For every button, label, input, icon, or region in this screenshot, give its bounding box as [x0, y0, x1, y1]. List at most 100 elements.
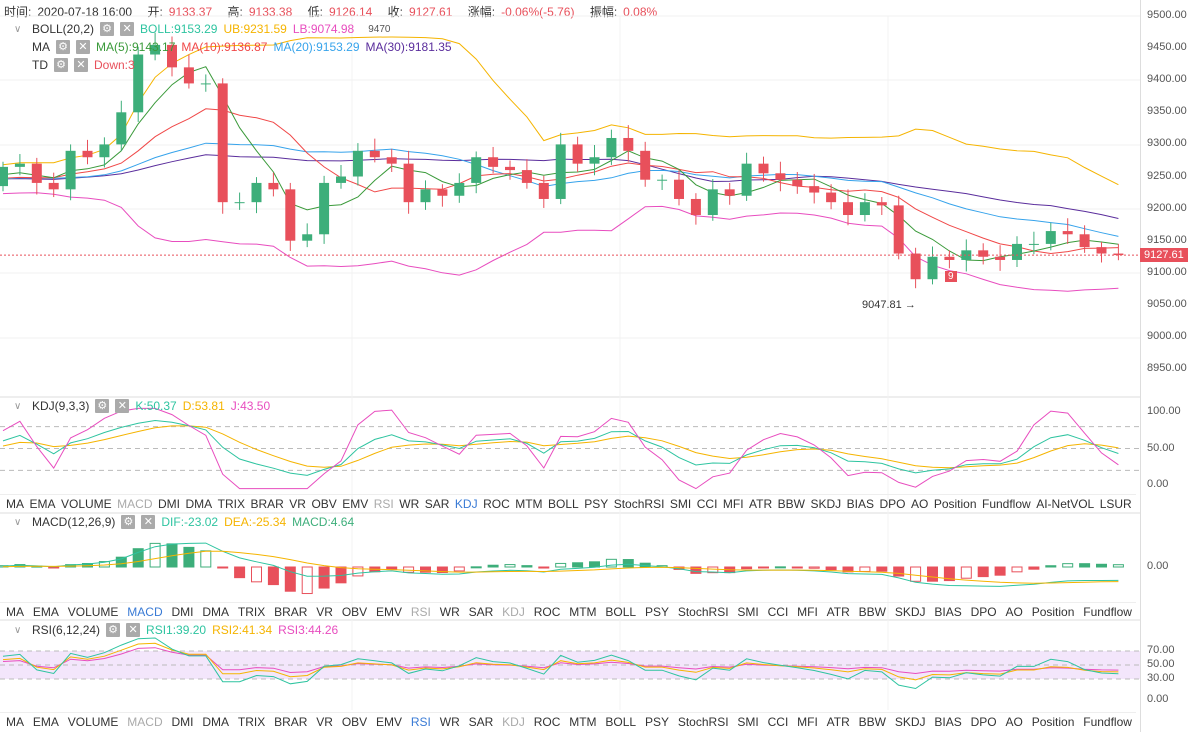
gear-icon[interactable]: ⚙: [54, 58, 68, 72]
tab-volume[interactable]: VOLUME: [67, 604, 119, 619]
tab-macd[interactable]: MACD: [127, 714, 163, 729]
tab-bbw[interactable]: BBW: [777, 496, 805, 511]
tab-dmi[interactable]: DMI: [171, 714, 194, 729]
tab-dpo[interactable]: DPO: [970, 714, 997, 729]
collapse-chevron-icon[interactable]: ∨: [14, 400, 22, 412]
tab-kdj[interactable]: KDJ: [502, 714, 525, 729]
tab-vr[interactable]: VR: [289, 496, 306, 511]
tab-mfi[interactable]: MFI: [797, 714, 818, 729]
tab-wr[interactable]: WR: [439, 714, 460, 729]
tab-rsi[interactable]: RSI: [410, 604, 431, 619]
tab-atr[interactable]: ATR: [749, 496, 773, 511]
tab-dma[interactable]: DMA: [185, 496, 213, 511]
tab-bias[interactable]: BIAS: [846, 496, 874, 511]
tab-brar[interactable]: BRAR: [250, 496, 284, 511]
tab-position[interactable]: Position: [1031, 604, 1075, 619]
tab-vr[interactable]: VR: [316, 714, 333, 729]
tab-brar[interactable]: BRAR: [274, 604, 308, 619]
tab-dpo[interactable]: DPO: [879, 496, 906, 511]
tab-skdj[interactable]: SKDJ: [894, 714, 926, 729]
tab-macd[interactable]: MACD: [117, 496, 153, 511]
tab-lsur[interactable]: LSUR: [1099, 496, 1132, 511]
tab-rsi[interactable]: RSI: [410, 714, 431, 729]
tab-mtm[interactable]: MTM: [569, 604, 597, 619]
tab-sar[interactable]: SAR: [424, 496, 450, 511]
close-icon[interactable]: ✕: [76, 40, 90, 54]
tab-cci[interactable]: CCI: [767, 604, 789, 619]
tab-boll[interactable]: BOLL: [605, 604, 637, 619]
tab-kdj[interactable]: KDJ: [454, 496, 478, 511]
tab-psy[interactable]: PSY: [644, 714, 669, 729]
tab-smi[interactable]: SMI: [737, 604, 759, 619]
gear-icon[interactable]: ⚙: [56, 40, 70, 54]
close-icon[interactable]: ✕: [126, 623, 141, 637]
tab-bbw[interactable]: BBW: [858, 604, 886, 619]
tab-boll[interactable]: BOLL: [605, 714, 637, 729]
tab-stochrsi[interactable]: StochRSI: [677, 604, 729, 619]
chart-canvas[interactable]: [0, 0, 1140, 732]
collapse-chevron-icon[interactable]: ∨: [14, 516, 22, 528]
tab-mtm[interactable]: MTM: [515, 496, 543, 511]
tab-cci[interactable]: CCI: [767, 714, 789, 729]
tab-psy[interactable]: PSY: [584, 496, 609, 511]
gear-icon[interactable]: ⚙: [121, 515, 136, 529]
tab-atr[interactable]: ATR: [826, 604, 850, 619]
tab-wr[interactable]: WR: [399, 496, 420, 511]
tab-trix[interactable]: TRIX: [237, 604, 266, 619]
tab-skdj[interactable]: SKDJ: [894, 604, 926, 619]
close-icon[interactable]: ✕: [141, 515, 156, 529]
tab-dmi[interactable]: DMI: [157, 496, 180, 511]
tab-bias[interactable]: BIAS: [934, 604, 962, 619]
tab-ema[interactable]: EMA: [32, 604, 59, 619]
tab-vr[interactable]: VR: [316, 604, 333, 619]
tab-position[interactable]: Position: [1031, 714, 1075, 729]
tab-trix[interactable]: TRIX: [237, 714, 266, 729]
tab-ma[interactable]: MA: [6, 714, 24, 729]
collapse-chevron-icon[interactable]: ∨: [14, 624, 22, 636]
tab-trix[interactable]: TRIX: [217, 496, 245, 511]
tab-sar[interactable]: SAR: [468, 604, 494, 619]
tab-boll[interactable]: BOLL: [548, 496, 579, 511]
tab-position[interactable]: Position: [933, 496, 977, 511]
tab-emv[interactable]: EMV: [342, 496, 369, 511]
collapse-chevron-icon[interactable]: ∨: [14, 23, 22, 35]
close-icon[interactable]: ✕: [120, 22, 135, 36]
tab-mtm[interactable]: MTM: [569, 714, 597, 729]
tab-ao[interactable]: AO: [910, 496, 929, 511]
tab-ai-netvol[interactable]: AI-NetVOL: [1036, 496, 1095, 511]
tab-volume[interactable]: VOLUME: [67, 714, 119, 729]
close-icon[interactable]: ✕: [74, 58, 88, 72]
tab-obv[interactable]: OBV: [341, 604, 368, 619]
gear-icon[interactable]: ⚙: [95, 399, 110, 413]
tab-bias[interactable]: BIAS: [934, 714, 962, 729]
tab-dpo[interactable]: DPO: [970, 604, 997, 619]
tab-obv[interactable]: OBV: [311, 496, 337, 511]
tab-smi[interactable]: SMI: [737, 714, 759, 729]
tab-atr[interactable]: ATR: [826, 714, 850, 729]
price-axis[interactable]: 9500.00 9450.00 9400.00 9350.00 9300.00 9250.…: [1140, 0, 1195, 732]
tab-roc[interactable]: ROC: [483, 496, 510, 511]
tab-ema[interactable]: EMA: [32, 714, 59, 729]
gear-icon[interactable]: ⚙: [106, 623, 121, 637]
tab-dma[interactable]: DMA: [202, 714, 230, 729]
tab-bbw[interactable]: BBW: [858, 714, 886, 729]
tab-roc[interactable]: ROC: [533, 604, 561, 619]
tab-dmi[interactable]: DMI: [171, 604, 194, 619]
tab-stochrsi[interactable]: StochRSI: [677, 714, 729, 729]
tab-ema[interactable]: EMA: [29, 496, 56, 511]
tab-ma[interactable]: MA: [6, 496, 24, 511]
tab-sar[interactable]: SAR: [468, 714, 494, 729]
tab-fundflow[interactable]: Fundflow: [1083, 714, 1132, 729]
tab-brar[interactable]: BRAR: [274, 714, 308, 729]
tab-psy[interactable]: PSY: [644, 604, 669, 619]
tab-wr[interactable]: WR: [439, 604, 460, 619]
close-icon[interactable]: ✕: [115, 399, 130, 413]
tab-dma[interactable]: DMA: [202, 604, 230, 619]
gear-icon[interactable]: ⚙: [100, 22, 115, 36]
tab-fundflow[interactable]: Fundflow: [982, 496, 1031, 511]
tab-obv[interactable]: OBV: [341, 714, 368, 729]
tab-smi[interactable]: SMI: [669, 496, 692, 511]
tab-macd[interactable]: MACD: [127, 604, 163, 619]
tab-cci[interactable]: CCI: [696, 496, 718, 511]
tab-skdj[interactable]: SKDJ: [810, 496, 842, 511]
